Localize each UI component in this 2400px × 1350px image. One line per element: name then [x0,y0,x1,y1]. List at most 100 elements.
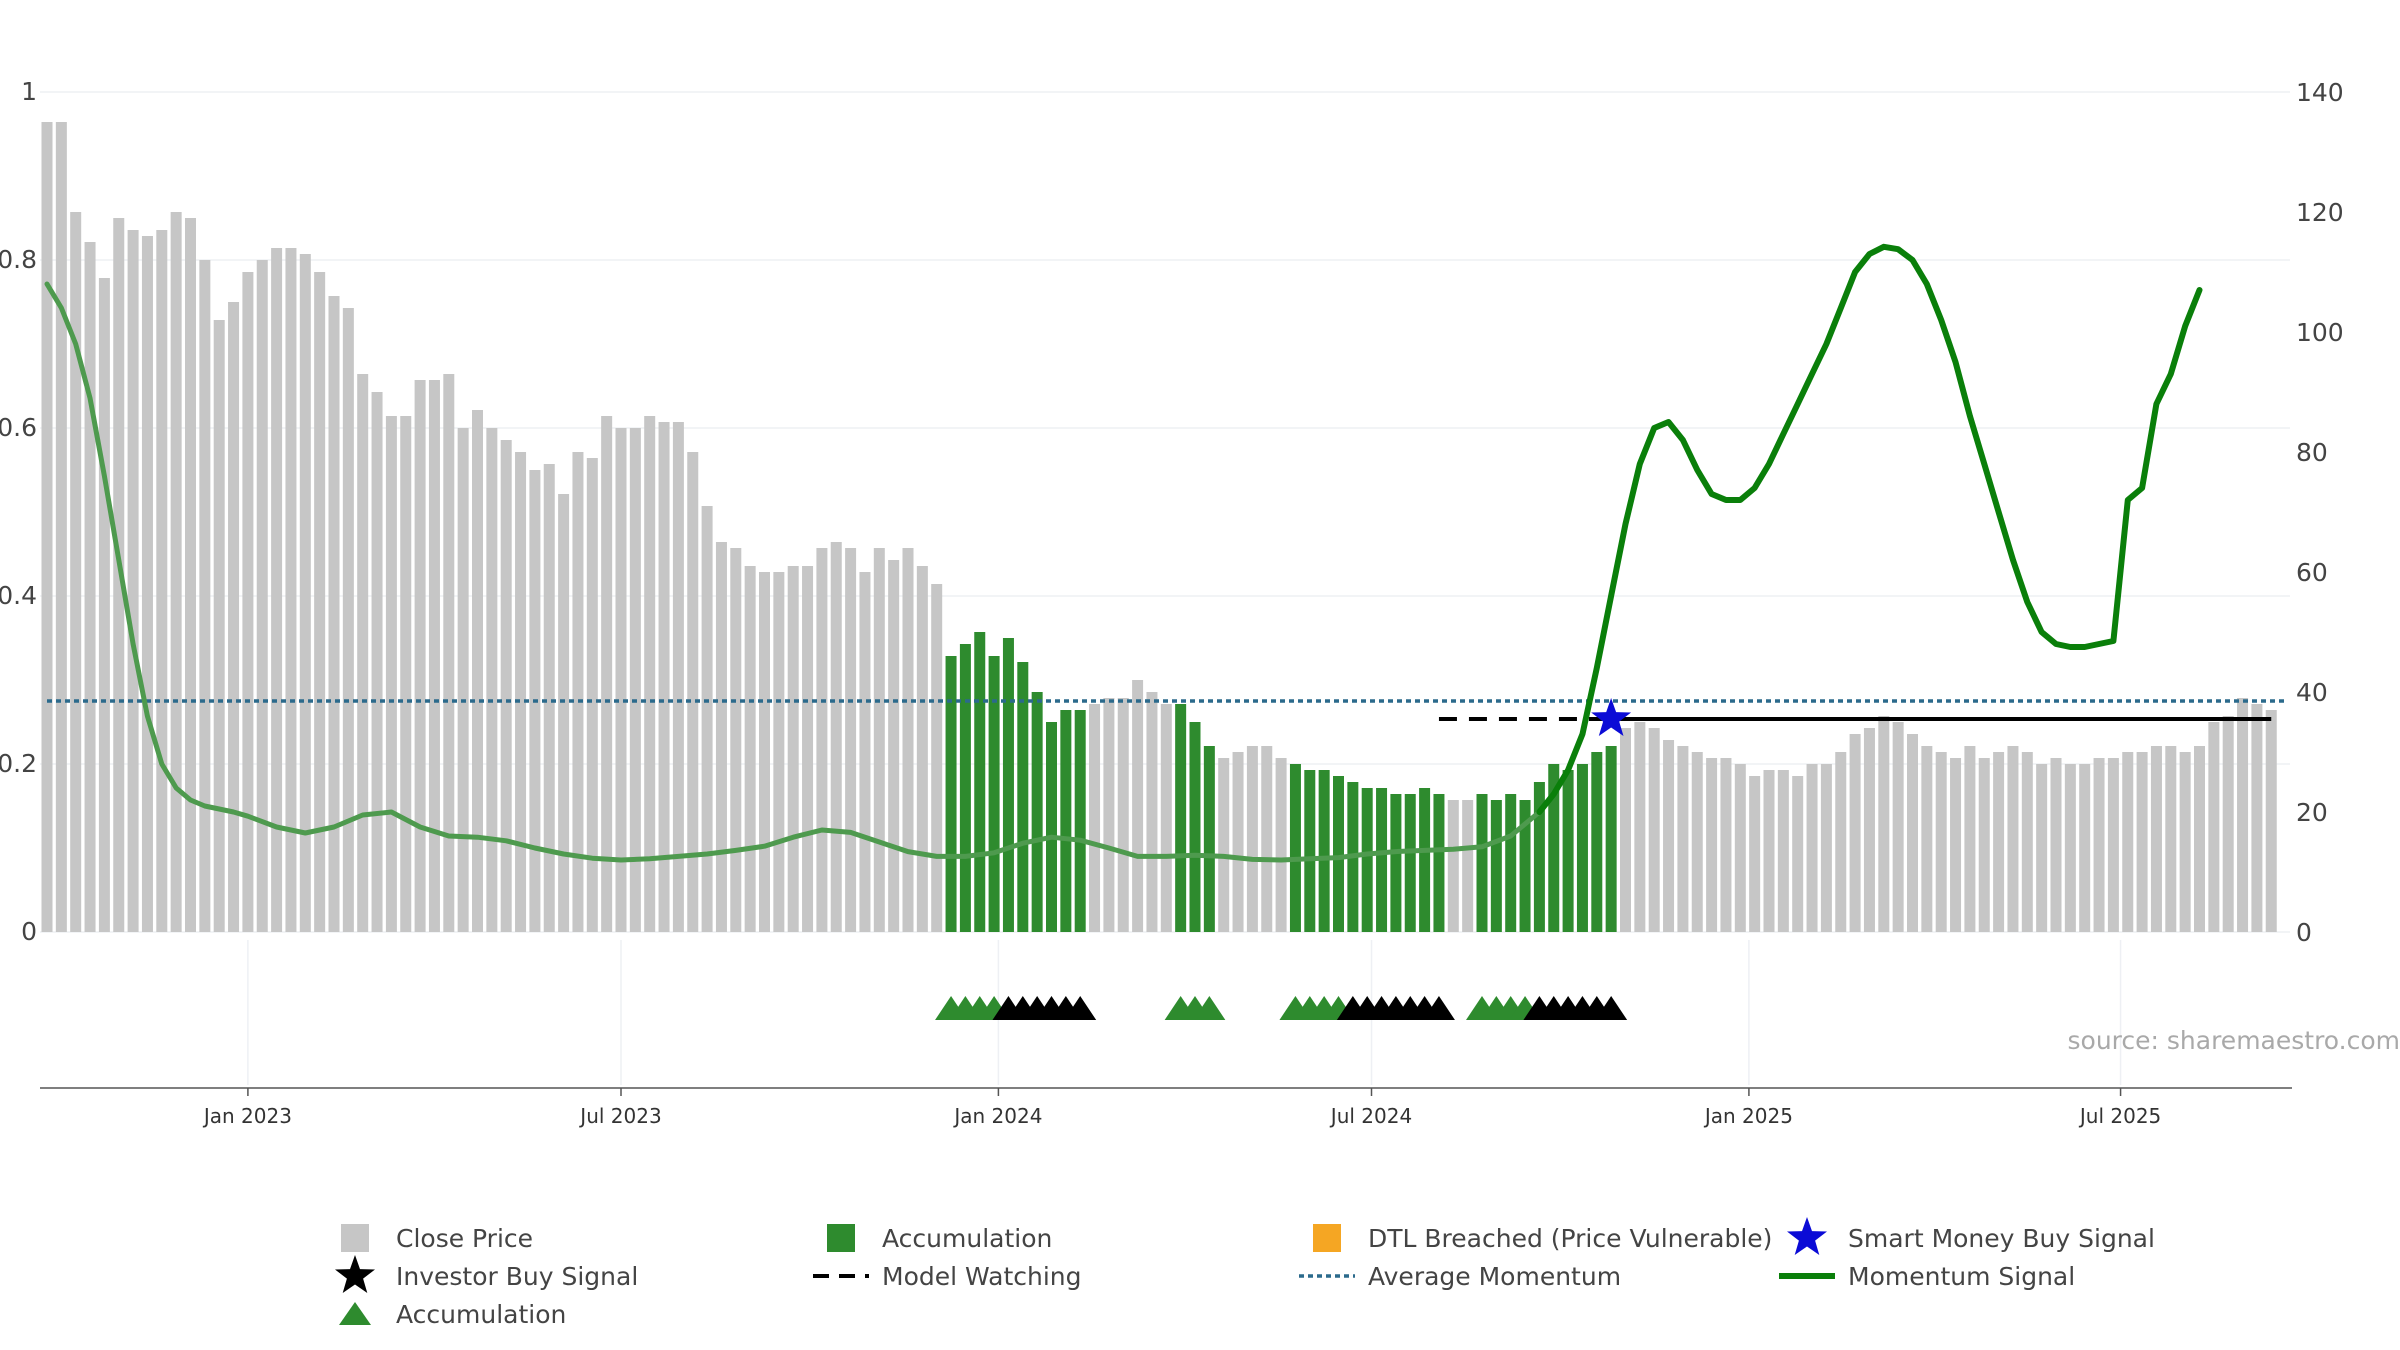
legend-investor-buy-star-icon [335,1255,375,1293]
close-price-bar [2036,764,2048,932]
close-price-bar [644,416,656,932]
accumulation-bar [1318,770,1330,932]
close-price-bar [1634,722,1646,932]
close-price-bar [1261,746,1273,932]
legend-accumulation-swatch [827,1224,855,1252]
legend-label: Momentum Signal [1848,1262,2075,1291]
close-price-bar [457,428,469,932]
close-price-bar [859,572,871,932]
close-price-bar [902,548,914,932]
close-price-bar [213,320,225,932]
accumulation-bar [1333,776,1344,932]
legend-dtl-swatch [1313,1224,1341,1252]
close-price-bar [615,428,627,932]
close-price-bar [41,122,53,932]
left-axis-tick-label: 0.6 [0,413,37,442]
x-tick-label: Jul 2025 [2078,1104,2161,1128]
close-price-bar [1950,758,1962,932]
close-price-bar [1935,752,1947,932]
close-price-bar [2165,746,2177,932]
price-bars [41,122,2277,932]
close-price-bar [170,212,182,932]
close-price-bar [1964,746,1976,932]
close-price-bar [199,260,211,932]
close-price-bar [299,254,311,932]
close-price-bar [1863,728,1875,932]
close-price-bar [1663,740,1675,932]
close-price-bar [1447,800,1459,932]
x-tick-label: Jul 2024 [1329,1104,1412,1128]
close-price-bar [515,452,527,932]
x-tick-label: Jan 2024 [952,1104,1042,1128]
accumulation-bar [1017,662,1029,932]
close-price-bar [1993,752,2005,932]
close-price-bar [1878,716,1890,932]
accumulation-bar [1404,794,1416,932]
close-price-bar [2050,758,2062,932]
close-price-bar [1849,734,1861,932]
close-price-bar [385,416,397,932]
axes: 0 0.2 0.4 0.6 0.8 1 0 20 40 60 80 100 120 140 Jan 2023… [0,77,2344,1128]
right-axis-tick-label: 100 [2296,318,2344,347]
close-price-bar [414,380,426,932]
close-price-bar [744,566,756,932]
accumulation-bar [1562,770,1574,932]
accumulation-bar [1591,752,1603,932]
close-price-bar [2208,722,2220,932]
close-price-bar [931,584,943,932]
close-price-bar [1763,770,1775,932]
right-axis-tick-label: 140 [2296,78,2344,107]
close-price-bar [558,494,570,932]
close-price-bar [127,230,139,932]
close-price-bar [830,542,842,932]
right-axis-tick-label: 20 [2296,798,2328,827]
accumulation-bar [1289,764,1301,932]
close-price-bar [658,422,670,932]
close-price-bar [185,218,196,932]
close-price-bar [1160,704,1172,932]
close-price-bar [773,572,785,932]
accumulation-bar [1175,704,1187,932]
left-axis-tick-label: 0.2 [0,749,37,778]
legend-label: Smart Money Buy Signal [1848,1224,2155,1253]
close-price-bar [1246,746,1258,932]
close-price-bar [1820,764,1832,932]
close-price-bar [486,428,498,932]
close-price-bar [1462,800,1474,932]
legend: Close Price Accumulation DTL Breached (Pri… [335,1217,2155,1329]
accumulation-bar [1189,722,1201,932]
close-price-bar [156,230,168,932]
close-price-bar [1806,764,1818,932]
close-price-bar [2194,746,2205,932]
close-price-bar [371,392,383,932]
accumulation-bar [1576,764,1588,932]
close-price-bar [1275,758,1287,932]
accumulation-bar [1002,638,1014,932]
close-price-bar [1691,752,1703,932]
accumulation-bar [1533,782,1545,932]
close-price-bar [601,416,613,932]
close-price-bar [1921,746,1933,932]
left-axis-tick-label: 0 [21,917,37,946]
accumulation-bar [1433,794,1445,932]
close-price-bar [1706,758,1718,932]
close-price-bar [916,566,928,932]
close-price-bar [1103,698,1115,932]
accumulation-bar [1476,794,1488,932]
accumulation-bar [1490,800,1502,932]
momentum-signal-line [1536,243,2203,815]
close-price-bar [428,380,440,932]
legend-close-price-swatch [341,1224,369,1252]
close-price-bar [802,566,814,932]
legend-accumulation-triangle-icon [339,1302,371,1325]
close-price-bar [1835,752,1847,932]
momentum-signal-line-faded [44,281,1542,863]
close-price-bar [586,458,598,932]
right-axis-tick-label: 40 [2296,678,2328,707]
close-price-bar [472,410,483,932]
close-price-bar [256,260,268,932]
close-price-bar [1677,746,1689,932]
accumulation-bar [988,656,1000,932]
accumulation-bar [1060,710,1072,932]
